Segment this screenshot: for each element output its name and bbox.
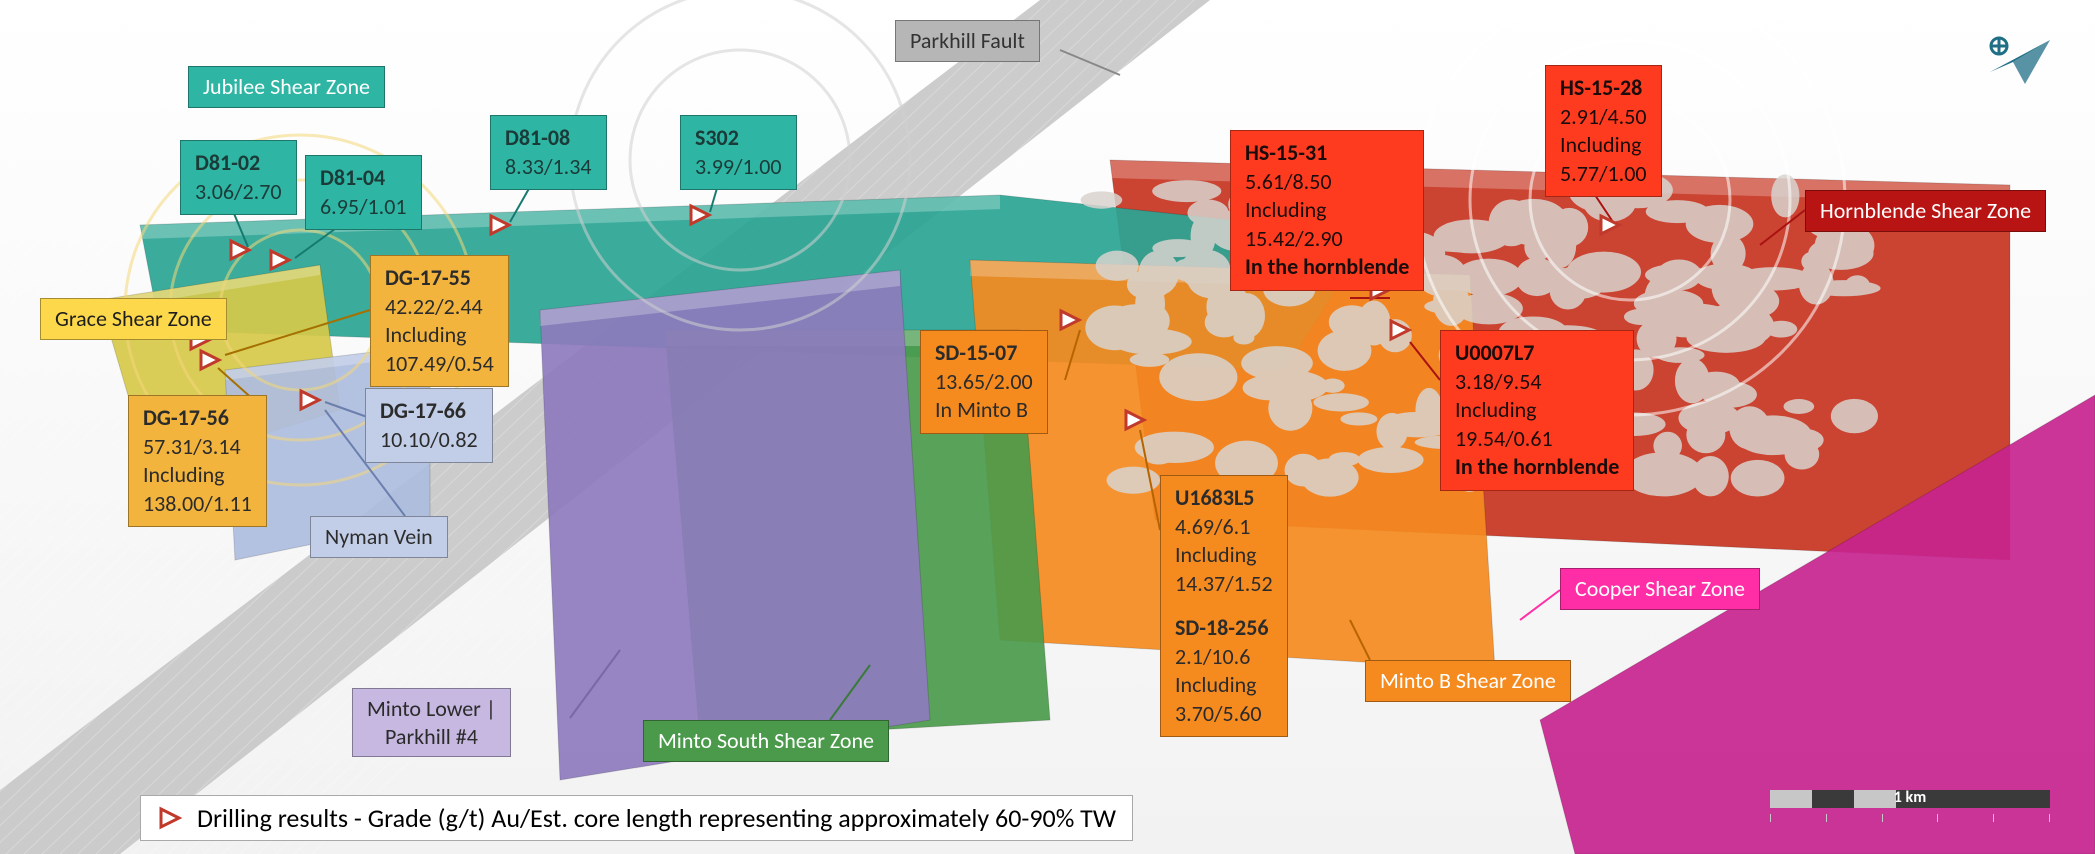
callout-hole-id: DG-17-55 — [385, 264, 494, 293]
drill-marker — [267, 247, 293, 273]
callout-sd-18-256: SD-18-2562.1/10.6Including3.70/5.60 — [1160, 606, 1288, 737]
callout-line: 8.33/1.34 — [505, 153, 592, 182]
drill-marker — [687, 202, 713, 228]
callout-hole-id: S302 — [695, 124, 782, 153]
callout-line: In Minto B — [935, 396, 1033, 425]
callout-line: 6.95/1.01 — [320, 193, 407, 222]
callout-line: 107.49/0.54 — [385, 350, 494, 379]
callout-line: 5.77/1.00 — [1560, 160, 1647, 189]
zone-label-mintolow: Minto Lower | Parkhill #4 — [352, 688, 511, 757]
callout-hs-15-31: HS-15-315.61/8.50Including15.42/2.90In t… — [1230, 130, 1424, 291]
callout-line: 3.06/2.70 — [195, 178, 282, 207]
callout-hole-id: DG-17-56 — [143, 404, 252, 433]
scale-bar: 1 km — [1770, 790, 2050, 822]
callout-line: 15.42/2.90 — [1245, 225, 1409, 254]
legend-text: Drilling results - Grade (g/t) Au/Est. c… — [197, 802, 1116, 834]
callout-d81-04: D81-046.95/1.01 — [305, 155, 422, 230]
callout-u0007l7: U0007L73.18/9.54Including19.54/0.61In th… — [1440, 330, 1634, 491]
callout-dg-17-56: DG-17-5657.31/3.14Including138.00/1.11 — [128, 395, 267, 527]
zone-label-mintob: Minto B Shear Zone — [1365, 660, 1571, 702]
drill-marker — [1597, 212, 1623, 238]
callout-dg-17-55: DG-17-5542.22/2.44Including107.49/0.54 — [370, 255, 509, 387]
drill-marker — [297, 387, 323, 413]
callout-hole-id: DG-17-66 — [380, 397, 478, 426]
callout-hole-id: U1683L5 — [1175, 484, 1273, 513]
callout-d81-08: D81-088.33/1.34 — [490, 115, 607, 190]
callout-hole-id: HS-15-31 — [1245, 139, 1409, 168]
callout-hole-id: SD-15-07 — [935, 339, 1033, 368]
zone-label-jubilee: Jubilee Shear Zone — [188, 66, 385, 108]
callout-line: Including — [143, 461, 252, 490]
callout-line: 2.1/10.6 — [1175, 643, 1273, 672]
north-arrow-icon — [1985, 22, 2055, 92]
callout-line: Including — [1175, 671, 1273, 700]
callout-hole-id: D81-08 — [505, 124, 592, 153]
callout-line: 42.22/2.44 — [385, 293, 494, 322]
callout-line: 10.10/0.82 — [380, 426, 478, 455]
callout-hole-id: D81-04 — [320, 164, 407, 193]
zone-label-cooper: Cooper Shear Zone — [1560, 568, 1760, 610]
callout-hole-id: D81-02 — [195, 149, 282, 178]
callout-line: 5.61/8.50 — [1245, 168, 1409, 197]
drill-marker — [197, 347, 223, 373]
callout-sd-15-07: SD-15-0713.65/2.00In Minto B — [920, 330, 1048, 434]
callout-line: Including — [385, 321, 494, 350]
drill-marker — [1387, 317, 1413, 343]
callout-line: Including — [1245, 196, 1409, 225]
zone-label-mintos: Minto South Shear Zone — [643, 720, 889, 762]
callout-line: Including — [1455, 396, 1619, 425]
callout-line: In the hornblende — [1245, 253, 1409, 282]
callout-line: 19.54/0.61 — [1455, 425, 1619, 454]
callout-dg-17-66: DG-17-6610.10/0.82 — [365, 388, 493, 463]
drill-marker — [1122, 407, 1148, 433]
zone-label-hornbl: Hornblende Shear Zone — [1805, 190, 2046, 232]
zone-label-grace: Grace Shear Zone — [40, 298, 227, 340]
drill-marker — [227, 237, 253, 263]
callout-hole-id: U0007L7 — [1455, 339, 1619, 368]
callout-u1683l5: U1683L54.69/6.1Including14.37/1.52 — [1160, 475, 1288, 607]
callout-line: 3.70/5.60 — [1175, 700, 1273, 729]
callout-line: Including — [1560, 131, 1647, 160]
callout-line: 4.69/6.1 — [1175, 513, 1273, 542]
callout-hole-id: SD-18-256 — [1175, 614, 1273, 643]
callout-line: 13.65/2.00 — [935, 368, 1033, 397]
callout-line: 3.18/9.54 — [1455, 368, 1619, 397]
scale-label: 1 km — [1770, 788, 2050, 807]
callout-s302: S3023.99/1.00 — [680, 115, 797, 190]
callout-line: 2.91/4.50 — [1560, 103, 1647, 132]
callout-line: 138.00/1.11 — [143, 490, 252, 519]
callout-hs-15-28: HS-15-282.91/4.50Including5.77/1.00 — [1545, 65, 1662, 197]
callout-line: In the hornblende — [1455, 453, 1619, 482]
callout-d81-02: D81-023.06/2.70 — [180, 140, 297, 215]
callout-line: Including — [1175, 541, 1273, 570]
callout-hole-id: HS-15-28 — [1560, 74, 1647, 103]
legend: Drilling results - Grade (g/t) Au/Est. c… — [140, 795, 1133, 841]
callout-line: 14.37/1.52 — [1175, 570, 1273, 599]
callout-line: 3.99/1.00 — [695, 153, 782, 182]
zone-label-parkhill: Parkhill Fault — [895, 20, 1040, 62]
callout-line: 57.31/3.14 — [143, 433, 252, 462]
drill-marker — [487, 212, 513, 238]
drill-marker — [1057, 307, 1083, 333]
zone-label-nyman: Nyman Vein — [310, 516, 448, 558]
